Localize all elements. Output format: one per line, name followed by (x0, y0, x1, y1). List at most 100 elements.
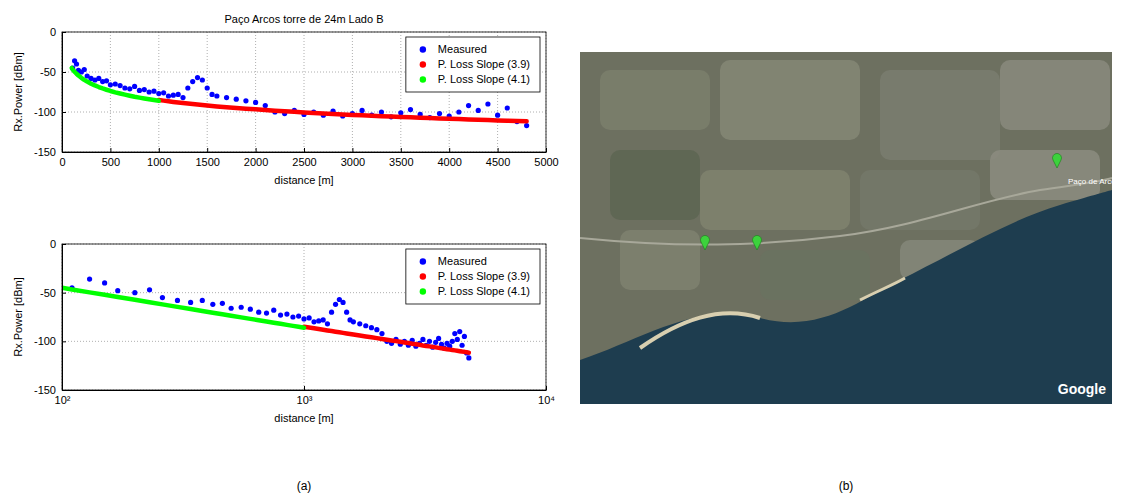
point (420, 337, 425, 342)
x-tick-mark (449, 148, 450, 152)
point (351, 319, 356, 324)
chart: 0500100015002000250030003500400045005000… (12, 13, 559, 186)
point (408, 107, 413, 112)
x-tick-mark (546, 386, 547, 390)
x-axis: 10²10³10⁴ (55, 386, 556, 406)
point (450, 339, 455, 344)
point (466, 355, 471, 360)
point (466, 103, 471, 108)
x-tick-label: 2500 (292, 156, 316, 168)
x-tick-label: 1000 (147, 156, 171, 168)
legend-symbol (420, 61, 426, 67)
y-tick-mark (62, 244, 66, 245)
point (379, 109, 384, 114)
y-tick-label: 0 (50, 26, 56, 38)
point (363, 323, 368, 328)
legend-label: P. Loss Slope (4.1) (438, 285, 530, 297)
plot-frame (62, 32, 546, 152)
x-tick: 1500 (195, 148, 219, 168)
point (476, 108, 481, 113)
plot-frame (62, 244, 546, 390)
map-attribution: Google (1058, 381, 1106, 397)
point (104, 78, 109, 83)
x-tick-label: 10³ (297, 394, 313, 406)
x-tick-label: 5000 (534, 156, 558, 168)
x-tick-mark (304, 386, 305, 390)
point (113, 81, 118, 86)
y-tick-mark (62, 112, 66, 113)
grid-line-y (62, 341, 546, 342)
legend-label: P. Loss Slope (3.9) (438, 58, 530, 70)
x-tick: 500 (102, 148, 120, 168)
point (485, 101, 490, 106)
map-beach (860, 278, 905, 300)
point (524, 123, 529, 128)
x-tick-mark (401, 148, 402, 152)
point (290, 314, 295, 319)
x-tick-label: 500 (102, 156, 120, 168)
y-axis: -150-100-500 (34, 238, 66, 396)
x-tick-label: 0 (59, 156, 65, 168)
y-tick-label: -100 (34, 335, 56, 347)
point (264, 311, 269, 316)
chart: 10²10³10⁴-150-100-500distance [m]Rx.Powe… (12, 238, 555, 424)
y-axis-line (62, 33, 63, 153)
point (82, 67, 87, 72)
x-tick: 10³ (297, 386, 313, 406)
y-tick: -150 (34, 384, 66, 396)
plot-background (62, 32, 546, 152)
point (214, 93, 219, 98)
point (357, 321, 362, 326)
y-tick: -100 (34, 106, 66, 118)
point (188, 300, 193, 305)
point (137, 88, 142, 93)
grid-line-x (400, 32, 401, 152)
point (456, 109, 461, 114)
x-tick: 1000 (147, 148, 171, 168)
legend-symbol (420, 273, 426, 279)
x-tick-mark (352, 148, 353, 152)
x-tick: 5000 (534, 148, 558, 168)
map-pin (1053, 153, 1062, 168)
legend: MeasuredP. Loss Slope (3.9)P. Loss Slope… (406, 249, 540, 304)
point (200, 77, 205, 82)
x-tick-label: 10⁴ (538, 394, 555, 406)
y-tick-mark (62, 293, 66, 294)
y-tick: -50 (40, 287, 66, 299)
point (316, 318, 321, 323)
grid (62, 32, 546, 152)
legend-box (406, 249, 540, 304)
point (185, 85, 190, 90)
point (311, 319, 316, 324)
point (243, 98, 248, 103)
point (459, 343, 464, 348)
point (369, 325, 374, 330)
map-area (990, 150, 1100, 200)
point (452, 331, 457, 336)
y-tick-label: -100 (34, 106, 56, 118)
point (142, 87, 147, 92)
y-axis-title: Rx.Power [dBm] (12, 52, 24, 131)
y-tick: -50 (40, 66, 66, 78)
map-pin (753, 235, 762, 250)
y-axis: -150 -100 -50 0 (34, 26, 66, 158)
y-tick-label: -150 (34, 146, 56, 158)
y-tick-mark (62, 390, 66, 391)
x-tick-mark (546, 148, 547, 152)
point (220, 301, 225, 306)
map-area (880, 70, 1000, 160)
point (278, 312, 283, 317)
grid-line-x (304, 32, 305, 152)
x-tick: 2500 (292, 148, 316, 168)
legend: MeasuredP. Loss Slope (3.9)P. Loss Slope… (406, 37, 540, 92)
x-tick-mark (159, 148, 160, 152)
grid-line-x (352, 32, 353, 152)
x-tick-mark (207, 148, 208, 152)
point (344, 310, 349, 315)
fit-line (304, 327, 469, 353)
fit-line (62, 288, 304, 328)
grid-line-x (207, 32, 208, 152)
legend-symbol (420, 288, 426, 294)
legend-label: P. Loss Slope (4.1) (438, 73, 530, 85)
x-tick: 3000 (341, 148, 365, 168)
